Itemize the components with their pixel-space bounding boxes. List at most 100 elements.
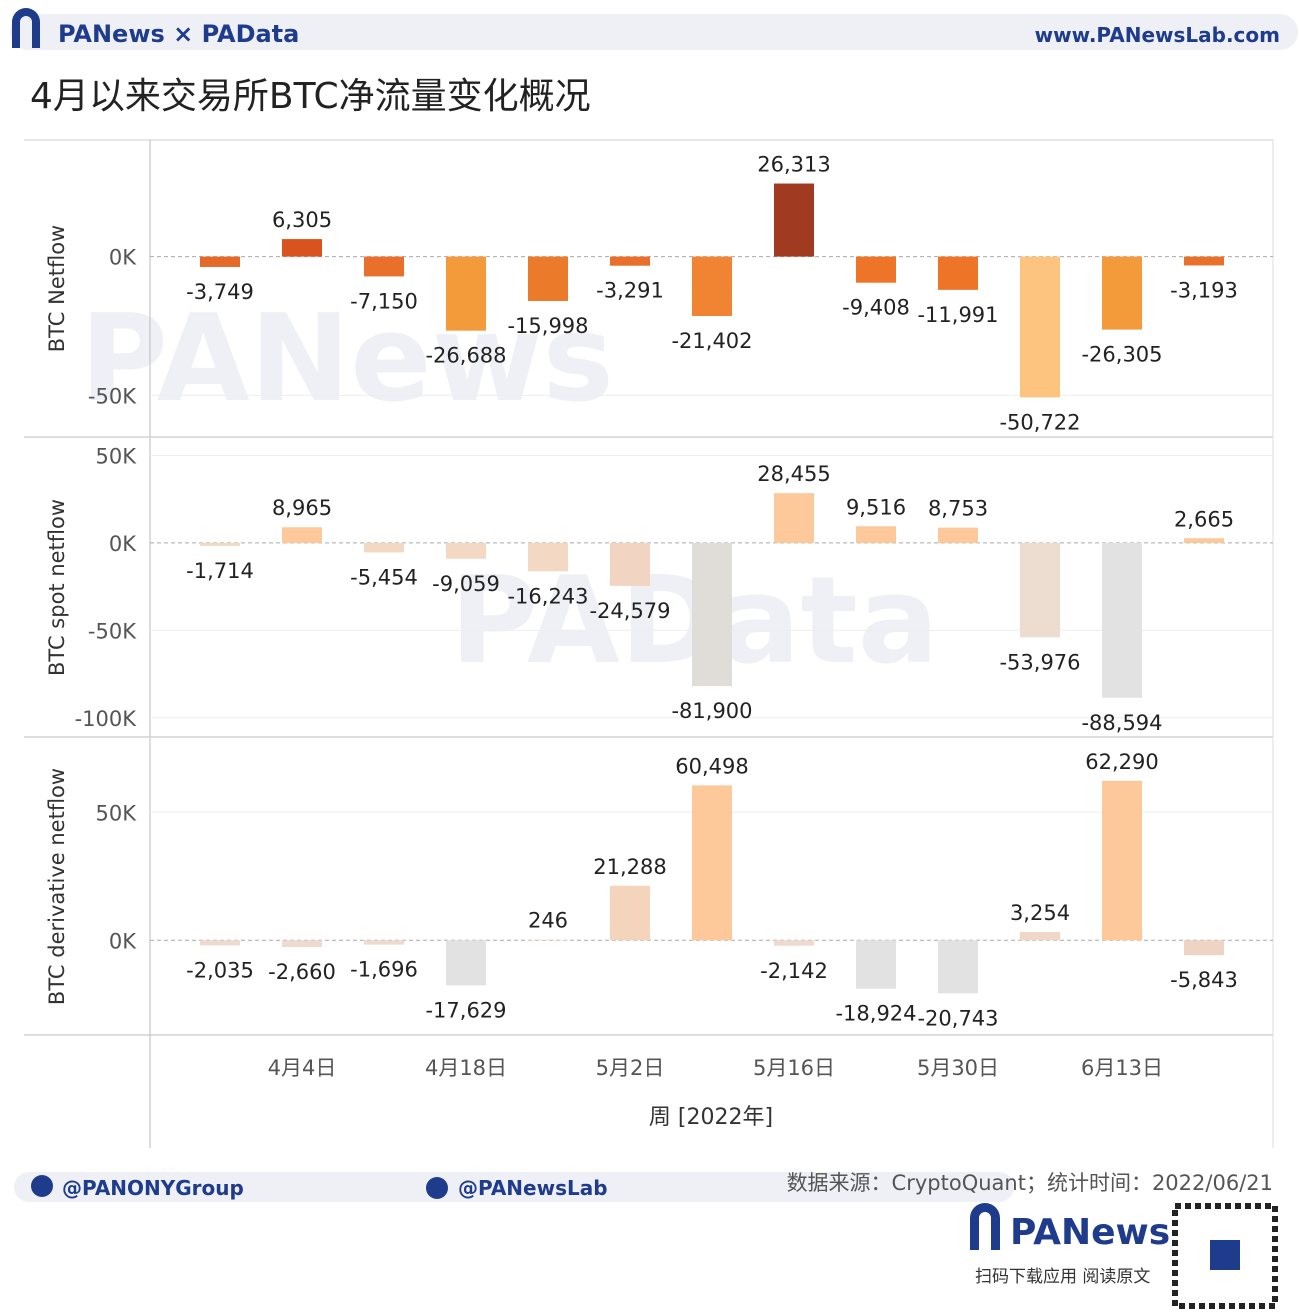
bar [938,527,978,543]
x-tick-label: 6月13日 [1081,1056,1163,1080]
source: 数据来源：CryptoQuant；统计时间：2022/06/21 [787,1171,1273,1195]
value-label: -53,976 [999,650,1080,674]
value-label: -2,660 [268,960,336,984]
brand: PANews × PAData [58,20,299,48]
footer-band [14,1172,1014,1202]
value-label: -5,843 [1170,968,1238,992]
bar [692,785,732,941]
value-label: 21,288 [593,855,666,879]
value-label: -2,035 [186,958,254,982]
y-axis-label: BTC Netflow [45,225,69,352]
bar [200,940,240,946]
bar [610,885,650,941]
bar [1102,256,1142,330]
x-tick-label: 5月16日 [753,1056,835,1080]
value-label: -26,305 [1081,343,1162,367]
bar [938,940,978,994]
value-label: -20,743 [917,1006,998,1030]
value-label: -5,454 [350,565,418,589]
bar [692,542,732,687]
value-label: -1,696 [350,958,418,982]
y-axis-label: BTC derivative netflow [45,768,69,1005]
value-label: -9,059 [432,572,500,596]
bar [364,256,404,277]
bar [528,256,568,301]
logo-icon [970,1203,1000,1250]
value-label: 28,455 [757,462,830,486]
bar [692,256,732,316]
value-label: -7,150 [350,289,418,313]
x-tick-label: 5月30日 [917,1056,999,1080]
value-label: -3,749 [186,280,254,304]
qr-code [1172,1203,1278,1309]
bar [774,940,814,946]
x-tick-label: 5月2日 [596,1056,665,1080]
value-label: -21,402 [671,329,752,353]
y-tick-label: -100K [75,707,138,731]
y-tick-label: 50K [96,801,138,825]
bar [528,939,568,941]
bar [446,940,486,986]
bar [1184,256,1224,266]
bar [856,526,896,543]
bar [1184,538,1224,543]
value-label: -1,714 [186,559,254,583]
bar [282,940,322,948]
x-tick-label: 4月18日 [425,1056,507,1080]
facebook: @PANewsLab [458,1176,608,1200]
logo: PANews [1010,1212,1170,1253]
bar [446,542,486,559]
value-label: 3,254 [1010,901,1070,925]
bar [200,256,240,267]
value-label: -81,900 [671,699,752,723]
value-label: 62,290 [1085,750,1158,774]
bar [1102,780,1142,941]
value-label: -2,142 [760,959,828,983]
value-label: -26,688 [425,344,506,368]
value-label: -3,291 [596,279,664,303]
y-tick-label: 0K [109,246,137,270]
value-label: 9,516 [846,495,906,519]
bar [446,256,486,331]
value-label: -17,629 [425,998,506,1022]
y-axis-label: BTC spot netflow [45,499,69,676]
value-label: 8,753 [928,497,988,521]
bar [1102,542,1142,698]
value-label: -11,991 [917,303,998,327]
header-band [10,14,1298,50]
value-label: -9,408 [842,296,910,320]
bar [610,256,650,266]
watermark: PANews [80,290,614,429]
bar [282,527,322,543]
facebook-icon [426,1177,448,1199]
bar [200,542,240,546]
bar [856,940,896,989]
value-label: 6,305 [272,208,332,232]
twitter-icon [31,1175,53,1197]
x-tick-label: 4月4日 [268,1056,337,1080]
bar [774,493,814,543]
qr-logo [1210,1240,1240,1270]
value-label: 26,313 [757,153,830,177]
logo-icon [12,8,40,48]
bar [938,256,978,290]
y-tick-label: 0K [109,532,137,556]
bar [364,542,404,553]
value-label: -15,998 [507,314,588,338]
bar [282,239,322,257]
y-tick-label: -50K [88,384,137,408]
site: www.PANewsLab.com [1035,23,1280,47]
bar [1020,931,1060,941]
title: 4月以来交易所BTC净流量变化概况 [30,76,591,117]
bar [1184,940,1224,956]
value-label: 246 [528,909,568,933]
twitter: @PANONYGroup [62,1176,244,1200]
y-tick-label: 50K [96,444,138,468]
value-label: -18,924 [835,1002,916,1026]
plots: 0K -50K BTC Netflow -3,749 6,305 -7,150 -26,68… [24,139,1274,1148]
x-axis-label: 周 [2022年] [649,1105,773,1130]
bar [610,542,650,586]
value-label: -16,243 [507,584,588,608]
bar [364,940,404,945]
